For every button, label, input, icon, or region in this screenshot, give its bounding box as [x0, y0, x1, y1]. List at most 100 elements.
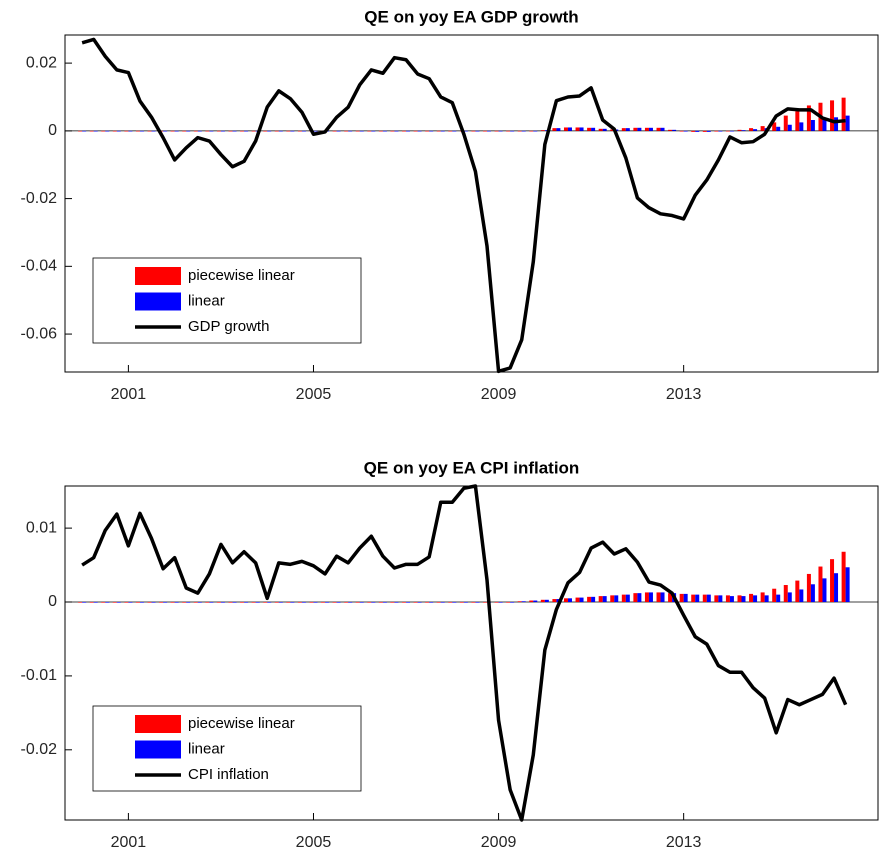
y-tick-label: 0 [48, 593, 57, 610]
bar [498, 602, 503, 603]
bar [787, 592, 792, 603]
bar [483, 130, 488, 132]
bar [799, 589, 804, 603]
y-tick-label: 0 [48, 122, 57, 139]
bar [510, 130, 515, 132]
bar [672, 129, 677, 131]
axes-box [64, 34, 879, 373]
bar [706, 130, 711, 132]
bar [290, 130, 295, 132]
bar [425, 130, 430, 132]
x-tick-label: 2005 [296, 834, 332, 851]
bar [718, 130, 723, 132]
bar [174, 602, 179, 603]
bar [301, 602, 306, 603]
bar [602, 596, 607, 603]
bar [278, 130, 283, 132]
bar [267, 130, 272, 132]
bar [621, 128, 626, 131]
bar [718, 595, 723, 603]
bar [124, 602, 129, 603]
y-tick-label: -0.01 [21, 667, 58, 684]
bar [706, 594, 711, 603]
bar [244, 130, 249, 132]
bar [163, 602, 168, 603]
bar [753, 595, 758, 603]
y-tick-label: -0.02 [21, 741, 58, 758]
bar [614, 595, 619, 603]
bar [598, 596, 603, 603]
bar [321, 602, 326, 603]
bar [668, 129, 673, 131]
bar [579, 597, 584, 603]
bar [105, 130, 110, 132]
bar [390, 602, 395, 603]
bar [82, 130, 87, 132]
bar [355, 602, 360, 603]
bar [533, 130, 538, 132]
bar [648, 592, 653, 603]
x-tick-label: 2013 [666, 386, 702, 403]
bar [567, 598, 572, 603]
bar [625, 594, 630, 603]
bar [834, 117, 839, 131]
bar [695, 130, 700, 132]
bar [679, 130, 684, 132]
bar [216, 602, 221, 603]
bar [251, 130, 256, 132]
bar [448, 130, 453, 132]
bar [533, 600, 538, 603]
bar [621, 594, 626, 603]
bar [529, 130, 534, 132]
bar [679, 593, 684, 603]
bar [822, 118, 827, 131]
bar [776, 594, 781, 603]
bar [810, 584, 815, 603]
bar [209, 602, 214, 603]
bar [105, 602, 110, 603]
bar [128, 602, 133, 603]
bar [135, 602, 140, 603]
bar [182, 602, 187, 603]
bar [128, 130, 133, 132]
bar [753, 129, 758, 131]
bar [163, 130, 168, 132]
bar [228, 602, 233, 603]
bar [417, 602, 422, 603]
bar [151, 130, 156, 132]
bar [575, 597, 580, 603]
bar [170, 130, 175, 132]
bar [112, 130, 117, 132]
legend-label: linear [188, 740, 225, 757]
bar [267, 602, 272, 603]
bar [371, 602, 376, 603]
bar [841, 97, 846, 131]
bar [151, 602, 156, 603]
y-tick-label: -0.02 [21, 190, 58, 207]
bar [575, 127, 580, 131]
y-tick-label: 0.01 [26, 519, 57, 536]
legend: piecewise linear linear GDP growth [92, 257, 362, 344]
bar [702, 594, 707, 603]
bar [494, 602, 499, 603]
bar [232, 130, 237, 132]
bar [336, 130, 341, 132]
bar [741, 596, 746, 603]
bar [274, 602, 279, 603]
legend-label: piecewise linear [188, 267, 295, 284]
bar [359, 602, 364, 603]
bar [552, 128, 557, 131]
bar [89, 130, 94, 132]
bar [263, 602, 268, 603]
bar [436, 602, 441, 603]
bar [749, 128, 754, 131]
bar [725, 130, 730, 132]
bar [818, 566, 823, 603]
bar [101, 130, 106, 132]
legend-label: piecewise linear [188, 715, 295, 732]
bar [406, 602, 411, 603]
bar [637, 127, 642, 131]
bar [737, 595, 742, 603]
subplot: QE on yoy EA GDP growth -0.06 -0.04 -0.02 0 0… [21, 7, 879, 403]
